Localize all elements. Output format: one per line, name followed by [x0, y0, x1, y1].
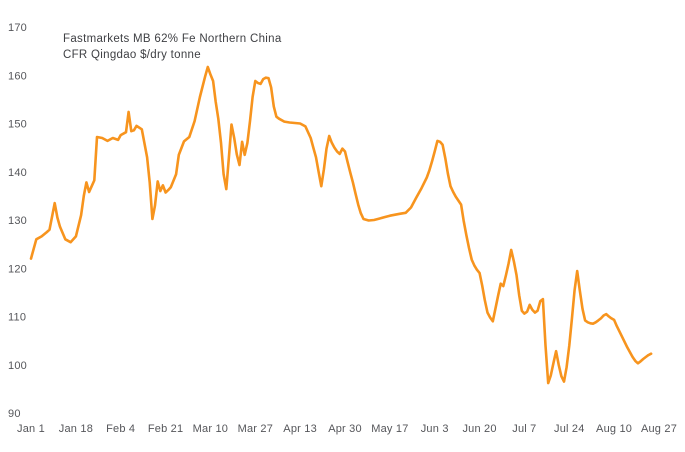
y-tick-label: 170	[8, 22, 27, 34]
x-tick-label: Jun 20	[462, 423, 496, 435]
chart-title-line1: Fastmarkets MB 62% Fe Northern China	[63, 33, 282, 45]
y-tick-label: 110	[8, 312, 26, 324]
x-tick-label: Jul 24	[554, 423, 585, 435]
x-tick-label: Feb 4	[106, 423, 135, 435]
x-tick-label: Mar 10	[193, 423, 228, 435]
x-tick-label: Aug 10	[596, 423, 632, 435]
x-tick-label: Aug 27	[641, 423, 677, 435]
y-tick-label: 140	[8, 167, 27, 179]
y-tick-label: 160	[8, 70, 27, 82]
x-tick-label: Jan 1	[17, 423, 45, 435]
y-tick-label: 120	[8, 263, 27, 275]
y-tick-label: 130	[8, 215, 27, 227]
x-axis: Jan 1 Jan 18 Feb 4 Feb 21 Mar 10 Mar 27 Apr 13…	[17, 423, 677, 435]
price-line	[29, 65, 653, 385]
x-tick-label: Mar 27	[238, 423, 273, 435]
chart-title-line2: CFR Qingdao $/dry tonne	[63, 49, 201, 61]
x-tick-label: Apr 30	[328, 423, 362, 435]
x-tick-label: May 17	[371, 423, 408, 435]
x-tick-label: Jan 18	[59, 423, 93, 435]
x-tick-label: Apr 13	[283, 423, 317, 435]
y-tick-label: 100	[8, 360, 27, 372]
x-tick-label: Jul 7	[512, 423, 536, 435]
x-tick-label: Jun 3	[421, 423, 449, 435]
y-tick-label: 90	[8, 408, 21, 420]
x-tick-label: Feb 21	[148, 423, 183, 435]
y-axis: 90 100 110 120 130 140 150 160 170	[8, 22, 27, 420]
y-tick-label: 150	[8, 119, 27, 131]
